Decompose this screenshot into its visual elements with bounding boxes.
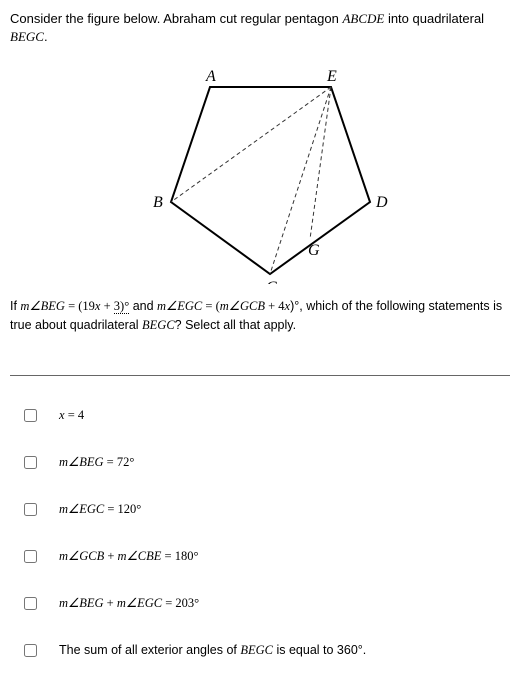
answer-row: m∠BEG = 72° [20, 453, 510, 472]
answer-checkbox[interactable] [24, 503, 37, 516]
divider [10, 375, 510, 376]
q-pre: Consider the figure below. Abraham cut r… [10, 11, 342, 26]
question-text: Consider the figure below. Abraham cut r… [10, 10, 510, 46]
q-mid: into quadrilateral [384, 11, 484, 26]
cond-eq1a: = (19 [65, 299, 95, 313]
answer-text: x = 4 [59, 408, 84, 423]
cond-eq2a: = ( [202, 299, 219, 313]
svg-text:G: G [308, 242, 320, 259]
q-post: . [44, 29, 48, 44]
answers-list: x = 4 m∠BEG = 72° m∠EGC = 120° m∠GCB + m∠CB… [10, 406, 510, 660]
svg-text:A: A [205, 68, 216, 85]
answer-text: m∠BEG + m∠EGC = 203° [59, 595, 199, 611]
answer-text: m∠EGC = 120° [59, 501, 141, 517]
cond-u3: 3)° [114, 299, 129, 314]
pentagon-figure: A E D C B G [10, 54, 520, 284]
q-quad: BEGC [10, 29, 44, 44]
answer-row: m∠GCB + m∠CBE = 180° [20, 547, 510, 566]
answer-row: The sum of all exterior angles of BEGC i… [20, 641, 510, 660]
answer-text: m∠BEG = 72° [59, 454, 134, 470]
answer-checkbox[interactable] [24, 597, 37, 610]
svg-text:B: B [153, 194, 163, 211]
cond-mGCB: m∠GCB [220, 299, 265, 313]
cond-mBEG: m∠BEG [20, 299, 65, 313]
cond-mEGC: m∠EGC [157, 299, 202, 313]
answer-row: x = 4 [20, 406, 510, 425]
cond-tail: ? Select all that apply. [175, 318, 296, 332]
cond-eq1b: + [100, 299, 113, 313]
answer-checkbox[interactable] [24, 644, 37, 657]
answer-row: m∠EGC = 120° [20, 500, 510, 519]
cond-and: and [129, 299, 157, 313]
answer-checkbox[interactable] [24, 409, 37, 422]
figure-container: A E D C B G [10, 54, 510, 287]
cond-pre: If [10, 299, 20, 313]
condition-text: If m∠BEG = (19x + 3)° and m∠EGC = (m∠GCB… [10, 297, 510, 335]
cond-q: BEGC [142, 318, 175, 332]
answer-text: The sum of all exterior angles of BEGC i… [59, 643, 366, 658]
answer-row: m∠BEG + m∠EGC = 203° [20, 594, 510, 613]
cond-eq2b: + 4 [265, 299, 285, 313]
q-pentagon: ABCDE [342, 11, 384, 26]
answer-checkbox[interactable] [24, 456, 37, 469]
answer-text: m∠GCB + m∠CBE = 180° [59, 548, 198, 564]
svg-text:C: C [266, 279, 277, 284]
svg-text:D: D [375, 194, 388, 211]
answer-checkbox[interactable] [24, 550, 37, 563]
svg-text:E: E [326, 68, 337, 85]
